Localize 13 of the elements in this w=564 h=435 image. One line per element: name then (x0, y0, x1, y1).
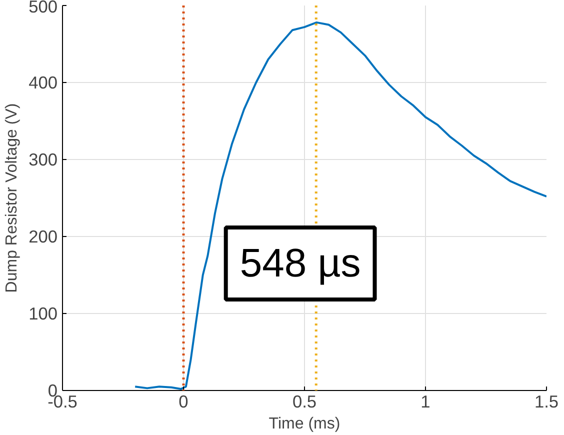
y-tick-label: 500 (28, 0, 58, 16)
x-tick-label: 1 (420, 392, 430, 412)
x-tick-label: 0 (178, 392, 188, 412)
line-series (134, 21, 546, 390)
y-tick-label: 400 (28, 72, 58, 92)
x-tick-label: 1.5 (534, 392, 559, 412)
y-tick-label: 100 (28, 304, 58, 324)
x-tick-label: 0.5 (292, 392, 317, 412)
y-axis-title: Dump Resistor Voltage (V) (4, 103, 21, 293)
y-tick-label: 200 (28, 226, 58, 246)
x-axis-title: Time (ms) (268, 416, 340, 432)
y-tick-label: 300 (28, 150, 58, 170)
annotation: 548 µs (240, 241, 361, 286)
